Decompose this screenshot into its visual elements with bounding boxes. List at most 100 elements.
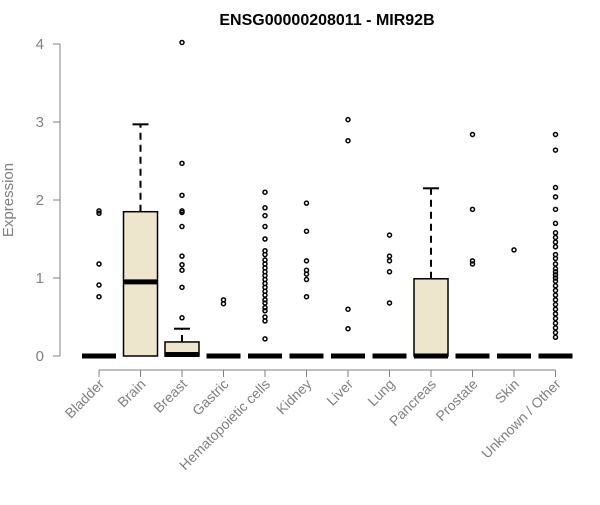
outlier-point — [179, 267, 185, 273]
outlier-point — [552, 251, 559, 258]
outlier-point — [552, 147, 559, 153]
outlier-point — [345, 137, 351, 144]
outlier-point — [386, 300, 393, 306]
outlier-point — [552, 272, 559, 278]
outlier-point — [262, 189, 268, 195]
outlier-point — [552, 311, 559, 317]
outlier-point — [469, 261, 476, 267]
outlier-point — [345, 306, 351, 312]
outlier-point — [179, 192, 185, 199]
outlier-point — [96, 282, 102, 288]
y-tick-label: 3 — [36, 114, 44, 131]
x-tick-label: Liver — [323, 376, 356, 409]
outlier-point — [345, 116, 351, 123]
box-group — [289, 200, 324, 359]
outlier-point — [262, 223, 268, 230]
box-group — [413, 187, 449, 359]
outlier-point — [345, 325, 351, 332]
outlier-point — [552, 239, 559, 245]
outlier-point — [262, 247, 268, 254]
outlier-point — [303, 267, 310, 273]
outlier-point — [552, 320, 559, 326]
x-tick-label: Skin — [492, 376, 523, 407]
x-tick-label: Bladder — [62, 376, 108, 422]
box-group — [82, 208, 116, 359]
box-group — [372, 232, 407, 359]
x-tick-label: Kidney — [273, 376, 315, 418]
boxes — [82, 39, 573, 359]
outlier-point — [220, 297, 227, 303]
outlier-point — [262, 314, 268, 320]
outlier-point — [303, 293, 310, 300]
box-group — [206, 297, 241, 359]
box-group — [331, 116, 365, 359]
outlier-point — [262, 304, 268, 311]
outlier-point — [96, 208, 102, 214]
box-rect — [413, 278, 449, 357]
outlier-point — [552, 287, 559, 294]
outlier-point — [303, 200, 310, 206]
outlier-point — [552, 234, 559, 241]
outlier-point — [552, 292, 559, 298]
outlier-point — [262, 308, 268, 314]
outlier-point — [552, 329, 559, 336]
outlier-point — [262, 257, 268, 263]
outlier-point — [552, 131, 559, 138]
outlier-point — [511, 247, 517, 253]
outlier-point — [552, 283, 559, 289]
outlier-point — [552, 297, 559, 303]
outlier-point — [469, 206, 476, 213]
outlier-point — [303, 276, 310, 283]
outlier-point — [262, 297, 268, 303]
outlier-point — [179, 39, 185, 46]
outlier-point — [552, 306, 559, 312]
outlier-point — [179, 315, 185, 321]
outlier-point — [552, 194, 559, 200]
outlier-point — [552, 230, 559, 236]
outlier-point — [262, 300, 268, 306]
outlier-point — [552, 269, 559, 275]
outlier-point — [552, 206, 559, 213]
outlier-point — [96, 293, 102, 300]
outlier-point — [552, 184, 559, 191]
outlier-point — [552, 261, 559, 267]
outlier-point — [552, 334, 559, 341]
outlier-point — [179, 261, 185, 268]
box-group — [122, 123, 159, 357]
y-tick-label: 1 — [36, 270, 44, 287]
box-group — [248, 189, 282, 359]
outlier-point — [552, 278, 559, 284]
outlier-point — [262, 212, 268, 219]
outlier-point — [469, 131, 476, 138]
outlier-point — [552, 275, 559, 281]
outlier-point — [179, 284, 185, 291]
chart-title: ENSG00000208011 - MIR92B — [219, 12, 434, 29]
outlier-point — [386, 269, 393, 275]
outlier-point — [179, 160, 185, 167]
outlier-point — [303, 258, 310, 264]
outlier-point — [179, 253, 185, 259]
x-tick-label: Breast — [150, 376, 190, 416]
x-tick-label: Prostate — [432, 376, 480, 424]
y-axis-label: Expression — [0, 163, 17, 237]
outlier-point — [262, 205, 268, 211]
outlier-point — [469, 258, 476, 264]
outlier-point — [552, 325, 559, 331]
y-tick-label: 4 — [36, 36, 44, 53]
outlier-point — [179, 208, 185, 214]
outlier-point — [386, 253, 393, 259]
outlier-point — [96, 210, 102, 217]
outlier-point — [552, 265, 559, 272]
x-tick-label: Brain — [114, 376, 148, 410]
box-group — [497, 247, 531, 359]
box-group — [164, 39, 200, 357]
outlier-point — [262, 236, 268, 242]
outlier-point — [552, 220, 559, 227]
y-tick-label: 0 — [36, 348, 44, 365]
box-group — [538, 131, 573, 359]
outlier-point — [552, 244, 559, 250]
outlier-point — [386, 232, 393, 238]
